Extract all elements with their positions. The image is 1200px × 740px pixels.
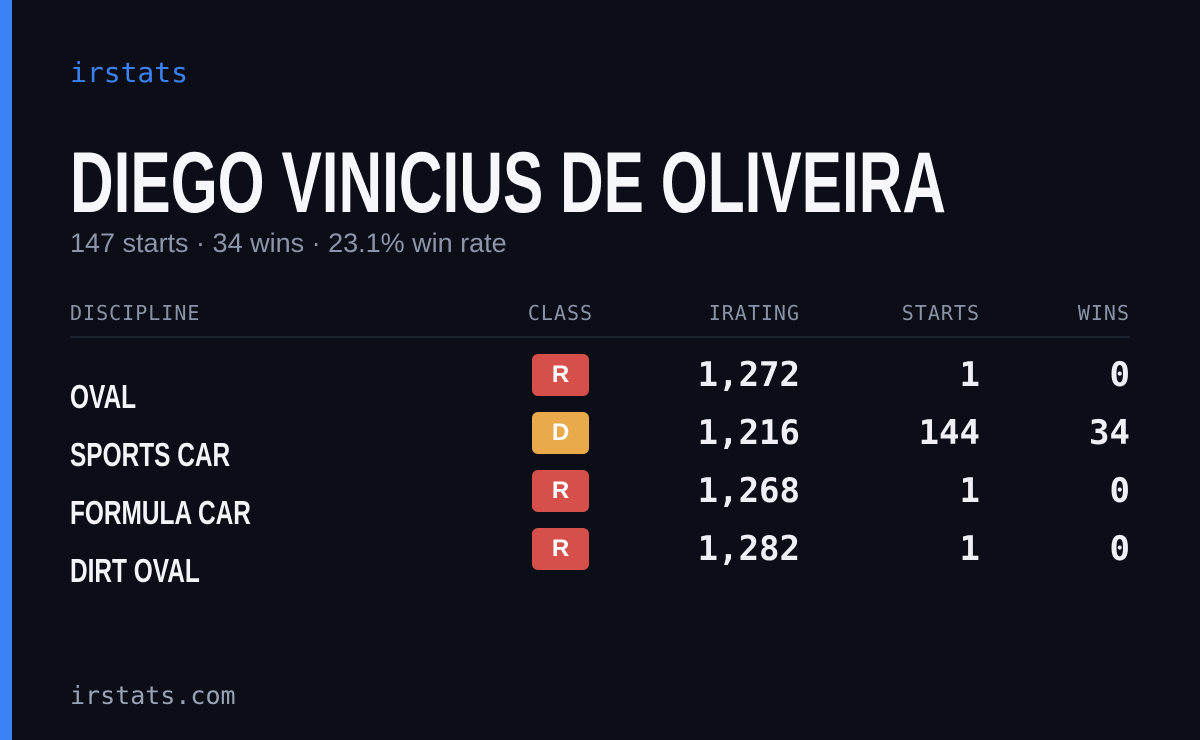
- irating: 1,282: [697, 529, 800, 569]
- accent-bar: [0, 0, 12, 740]
- title-box: DIEGO VINICIUS DE OLIVEIRA: [70, 135, 946, 222]
- header: WINS: [1077, 301, 1130, 325]
- divider: [70, 336, 1130, 338]
- irating: 1,272: [697, 355, 800, 395]
- header: DISCIPLINE: [70, 301, 201, 325]
- header: IRATING: [708, 301, 800, 325]
- class-badge: R: [532, 528, 589, 570]
- title: DIEGO VINICIUS DE OLIVEIRA: [70, 135, 946, 222]
- wins: 0: [1109, 355, 1130, 395]
- discipline: DIRT OVAL: [70, 552, 200, 589]
- summary: 147 starts · 34 wins · 23.1% win rate: [70, 228, 507, 258]
- class-badge: D: [532, 412, 589, 454]
- class-badge: R: [532, 354, 589, 396]
- header: CLASS: [527, 301, 594, 325]
- discipline: OVAL: [70, 378, 137, 415]
- irating: 1,216: [697, 413, 800, 453]
- brand: irstats: [70, 56, 189, 89]
- discipline: SPORTS CAR: [70, 436, 231, 473]
- header: STARTS: [901, 301, 980, 325]
- class-badge: R: [532, 470, 589, 512]
- irating: 1,268: [697, 471, 800, 511]
- footer: irstats.com: [70, 681, 236, 710]
- wins: 0: [1109, 471, 1130, 511]
- wins: 0: [1109, 529, 1130, 569]
- starts: 1: [959, 529, 980, 569]
- starts: 1: [959, 471, 980, 511]
- discipline: FORMULA CAR: [70, 494, 251, 531]
- starts: 144: [918, 413, 980, 453]
- starts: 1: [959, 355, 980, 395]
- wins: 34: [1089, 413, 1130, 453]
